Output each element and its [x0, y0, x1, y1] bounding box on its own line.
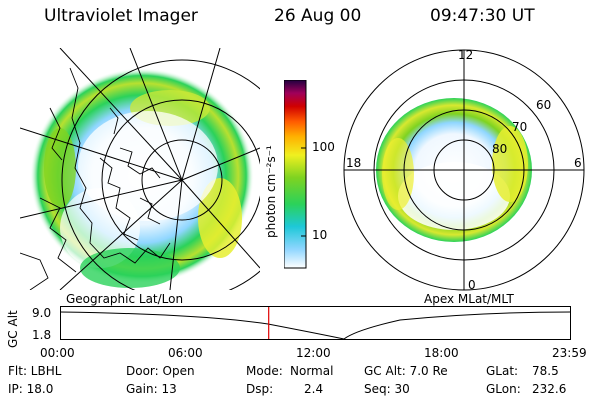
- colorbar-unit-label: photon cm⁻²s⁻¹: [264, 145, 278, 238]
- glat-value: 78.5: [532, 364, 559, 378]
- mlat-label-80: 80: [492, 142, 508, 156]
- timeline-xtick-0000: 00:00: [40, 346, 75, 360]
- colorbar-tick-100: 100: [312, 140, 335, 154]
- glat-label: GLat:: [486, 364, 519, 378]
- gain-info: Gain: 13: [126, 382, 177, 396]
- magnetic-auroral-image: [343, 49, 585, 291]
- glon-label: GLon:: [486, 382, 521, 396]
- glon-value: 232.6: [532, 382, 567, 396]
- timeline-xtick-1200: 12:00: [296, 346, 331, 360]
- mode-value: Normal: [290, 364, 334, 378]
- apex-label: Apex MLat/MLT: [424, 292, 514, 306]
- dsp-label: Dsp:: [246, 382, 274, 396]
- timeline-xtick-2359: 23:59: [552, 346, 587, 360]
- dsp-value: 2.4: [304, 382, 324, 396]
- time-label: 09:47:30 UT: [430, 6, 535, 26]
- gcalt-info: GC Alt: 7.0 Re: [364, 364, 448, 378]
- ip-info: IP: 18.0: [8, 382, 54, 396]
- mode-label: Mode:: [246, 364, 283, 378]
- geographic-auroral-image: [20, 48, 260, 290]
- colorbar-tick-10: 10: [312, 228, 328, 242]
- timeline-xtick-1800: 18:00: [424, 346, 459, 360]
- orbit-timeline: [60, 306, 572, 340]
- mlt-label-12: 12: [458, 48, 474, 62]
- timeline-ytick-9: 9.0: [32, 306, 52, 320]
- colorbar: [284, 80, 307, 269]
- timeline-xtick-0600: 06:00: [168, 346, 203, 360]
- door-info: Door: Open: [126, 364, 195, 378]
- date-label: 26 Aug 00: [274, 6, 362, 26]
- mlat-label-60: 60: [536, 98, 552, 112]
- filter-info: Flt: LBHL: [8, 364, 62, 378]
- geographic-label: Geographic Lat/Lon: [66, 292, 184, 306]
- timeline-ytick-1-8: 1.8: [32, 328, 52, 342]
- mlat-label-70: 70: [512, 120, 528, 134]
- mlt-label-0: 0: [468, 278, 476, 292]
- seq-info: Seq: 30: [364, 382, 410, 396]
- mlt-label-6: 6: [574, 156, 582, 170]
- timeline-ylabel: GC Alt: [6, 310, 20, 348]
- mlt-label-18: 18: [346, 156, 362, 170]
- imager-title: Ultraviolet Imager: [44, 6, 198, 26]
